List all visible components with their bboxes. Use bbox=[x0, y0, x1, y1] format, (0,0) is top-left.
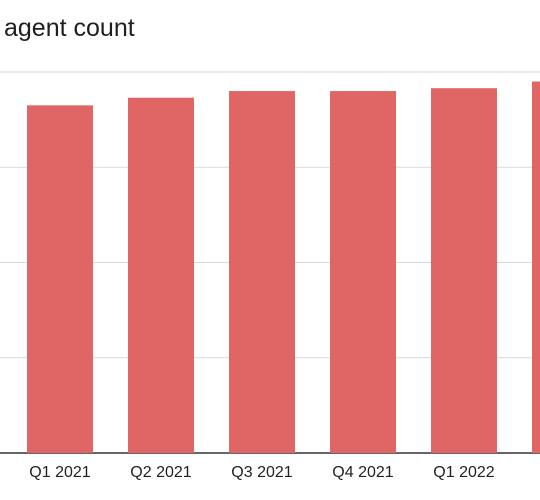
bar-q2-2022 bbox=[532, 81, 540, 454]
bar-q3-2021 bbox=[229, 91, 295, 454]
x-tick-label: Q3 2021 bbox=[231, 464, 292, 481]
bar-q1-2021 bbox=[27, 105, 93, 454]
bar-q1-2022 bbox=[431, 88, 497, 453]
bar-q2-2021 bbox=[128, 97, 194, 453]
x-tick-label: Q4 2021 bbox=[332, 464, 393, 481]
x-tick-label: Q1 2021 bbox=[29, 464, 90, 481]
chart-title: agent count bbox=[4, 14, 135, 42]
x-tick-label: Q1 2022 bbox=[433, 464, 494, 481]
x-tick-label: Q2 2021 bbox=[130, 464, 191, 481]
bars bbox=[27, 81, 540, 454]
bar-q4-2021 bbox=[330, 91, 396, 454]
